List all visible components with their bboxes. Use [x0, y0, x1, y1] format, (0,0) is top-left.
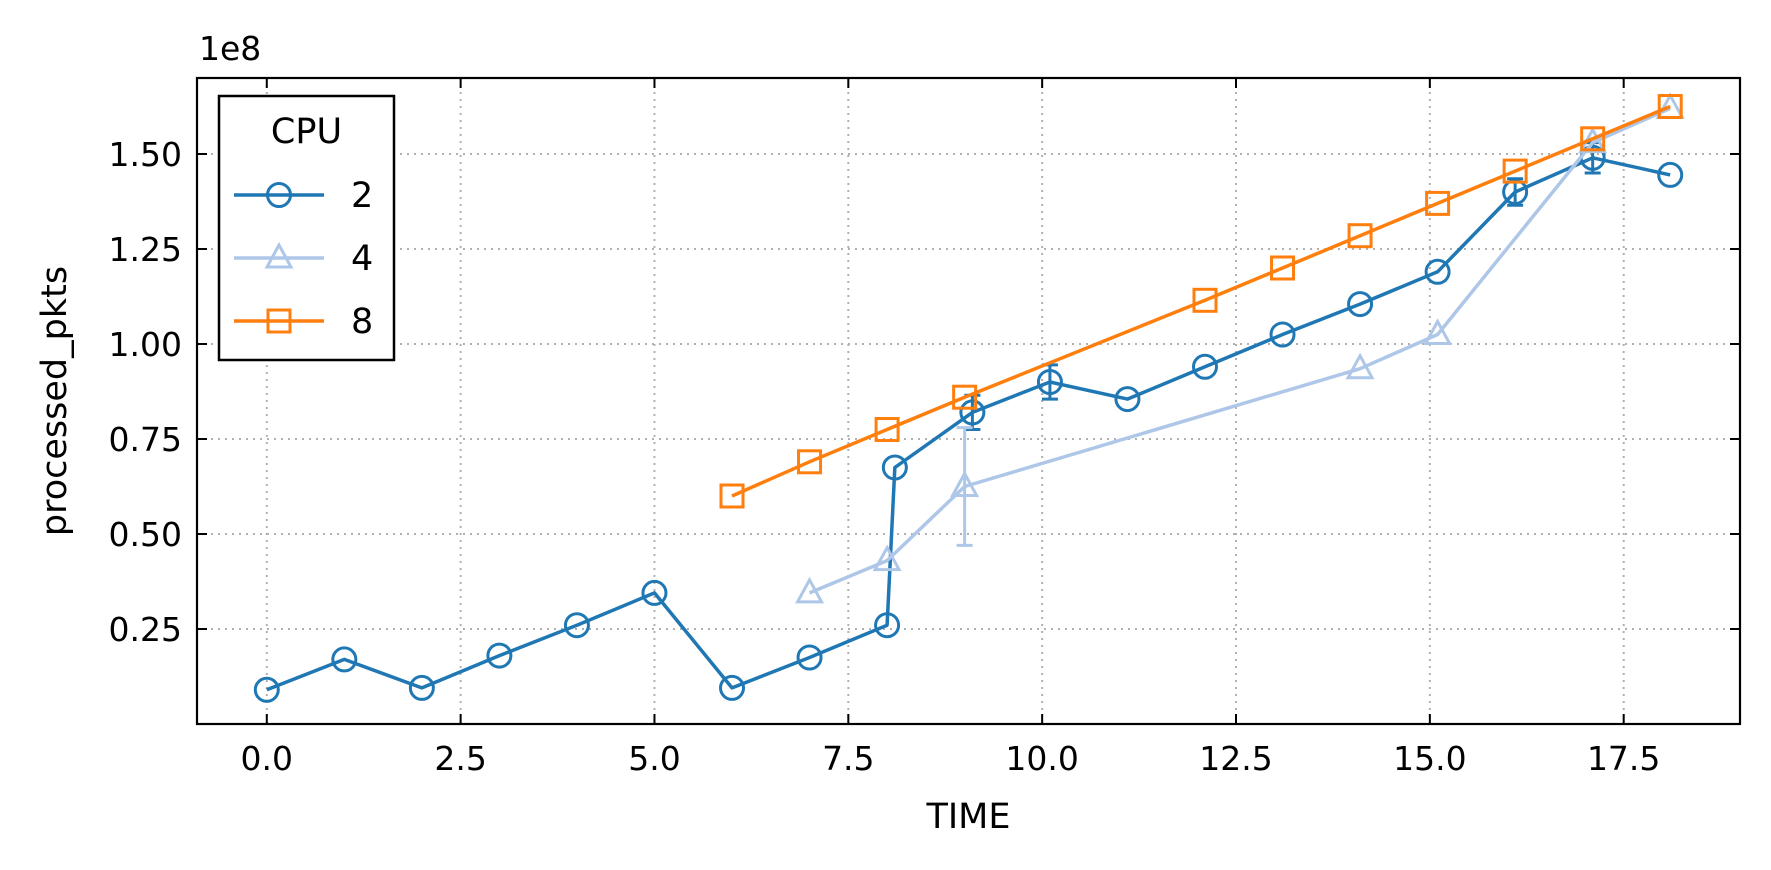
series-layer — [253, 92, 1685, 703]
data-point — [563, 612, 590, 639]
legend-entry-2: 2 — [234, 176, 373, 216]
data-point — [874, 612, 901, 639]
y-tick-label: 1.50 — [109, 135, 182, 174]
x-tick-label: 5.0 — [628, 739, 680, 778]
x-tick-label: 0.0 — [241, 739, 293, 778]
data-point — [1036, 369, 1063, 395]
data-point — [719, 674, 746, 701]
data-point — [331, 646, 358, 673]
data-point — [1345, 352, 1375, 380]
data-point — [1191, 353, 1218, 380]
series-line-2 — [266, 156, 1671, 692]
data-point — [1425, 190, 1451, 216]
data-point — [1114, 386, 1141, 413]
x-axis-label: TIME — [925, 797, 1010, 837]
series-4 — [795, 92, 1685, 604]
data-point — [795, 576, 825, 604]
series-line-8 — [731, 104, 1671, 498]
y-tick-label: 0.25 — [109, 610, 182, 649]
data-point — [1269, 321, 1296, 348]
data-point — [1657, 94, 1683, 119]
data-point — [1502, 179, 1529, 205]
x-tick-label: 17.5 — [1587, 739, 1660, 778]
data-point — [950, 470, 980, 497]
legend-box — [217, 94, 396, 362]
x-tick-label: 2.5 — [434, 739, 486, 778]
data-point — [719, 483, 745, 509]
data-point — [872, 544, 902, 572]
series-line-4 — [808, 106, 1671, 595]
data-point — [797, 449, 823, 475]
y-tick-label: 0.50 — [109, 515, 182, 554]
data-point — [1347, 223, 1373, 249]
data-point — [1347, 291, 1374, 318]
data-point — [1270, 255, 1296, 281]
y-axis-label: processed_pkts — [35, 266, 75, 536]
legend-label: 8 — [351, 302, 373, 342]
plot-frame — [195, 76, 1742, 726]
legend-label: 4 — [351, 239, 373, 279]
y-tick-label: 1.00 — [109, 325, 182, 364]
data-point — [408, 674, 435, 701]
x-tick-label: 10.0 — [1005, 739, 1078, 778]
grid-lines — [197, 78, 1740, 724]
data-point — [881, 454, 908, 481]
data-point — [486, 642, 513, 669]
y-multiplier-label: 1e8 — [199, 29, 261, 68]
series-2 — [253, 141, 1684, 703]
x-tick-label: 15.0 — [1393, 739, 1466, 778]
data-point — [1655, 92, 1685, 119]
axis-ticks: 0.0 2.5 5.0 7.5 10.0 12.5 15.0 17.5 0.25 0.50 0.75… — [109, 78, 1740, 778]
legend-label: 2 — [351, 176, 373, 216]
data-point — [253, 676, 280, 703]
legend-items: 2 4 8 — [234, 176, 373, 342]
data-point — [1424, 258, 1451, 285]
y-tick-label: 1.25 — [109, 230, 182, 269]
y-tick-label: 0.75 — [109, 420, 182, 459]
x-tick-label: 12.5 — [1199, 739, 1272, 778]
legend-marker — [264, 241, 294, 269]
legend-marker — [266, 308, 292, 334]
data-point — [952, 384, 978, 410]
data-point — [959, 399, 986, 426]
data-point — [1657, 161, 1684, 188]
data-point — [1502, 158, 1528, 184]
series-8 — [719, 94, 1683, 509]
data-point — [641, 579, 668, 606]
legend-entry-8: 8 — [234, 302, 373, 342]
legend-entry-4: 4 — [234, 239, 373, 279]
data-point — [1423, 318, 1453, 345]
legend-title: CPU — [271, 112, 342, 152]
legend: CPU 2 4 8 — [217, 94, 396, 362]
data-point — [874, 417, 900, 442]
data-point — [796, 644, 823, 671]
legend-marker — [266, 182, 292, 208]
data-point — [1580, 126, 1606, 152]
data-point — [1192, 287, 1218, 313]
x-tick-label: 7.5 — [822, 739, 874, 778]
